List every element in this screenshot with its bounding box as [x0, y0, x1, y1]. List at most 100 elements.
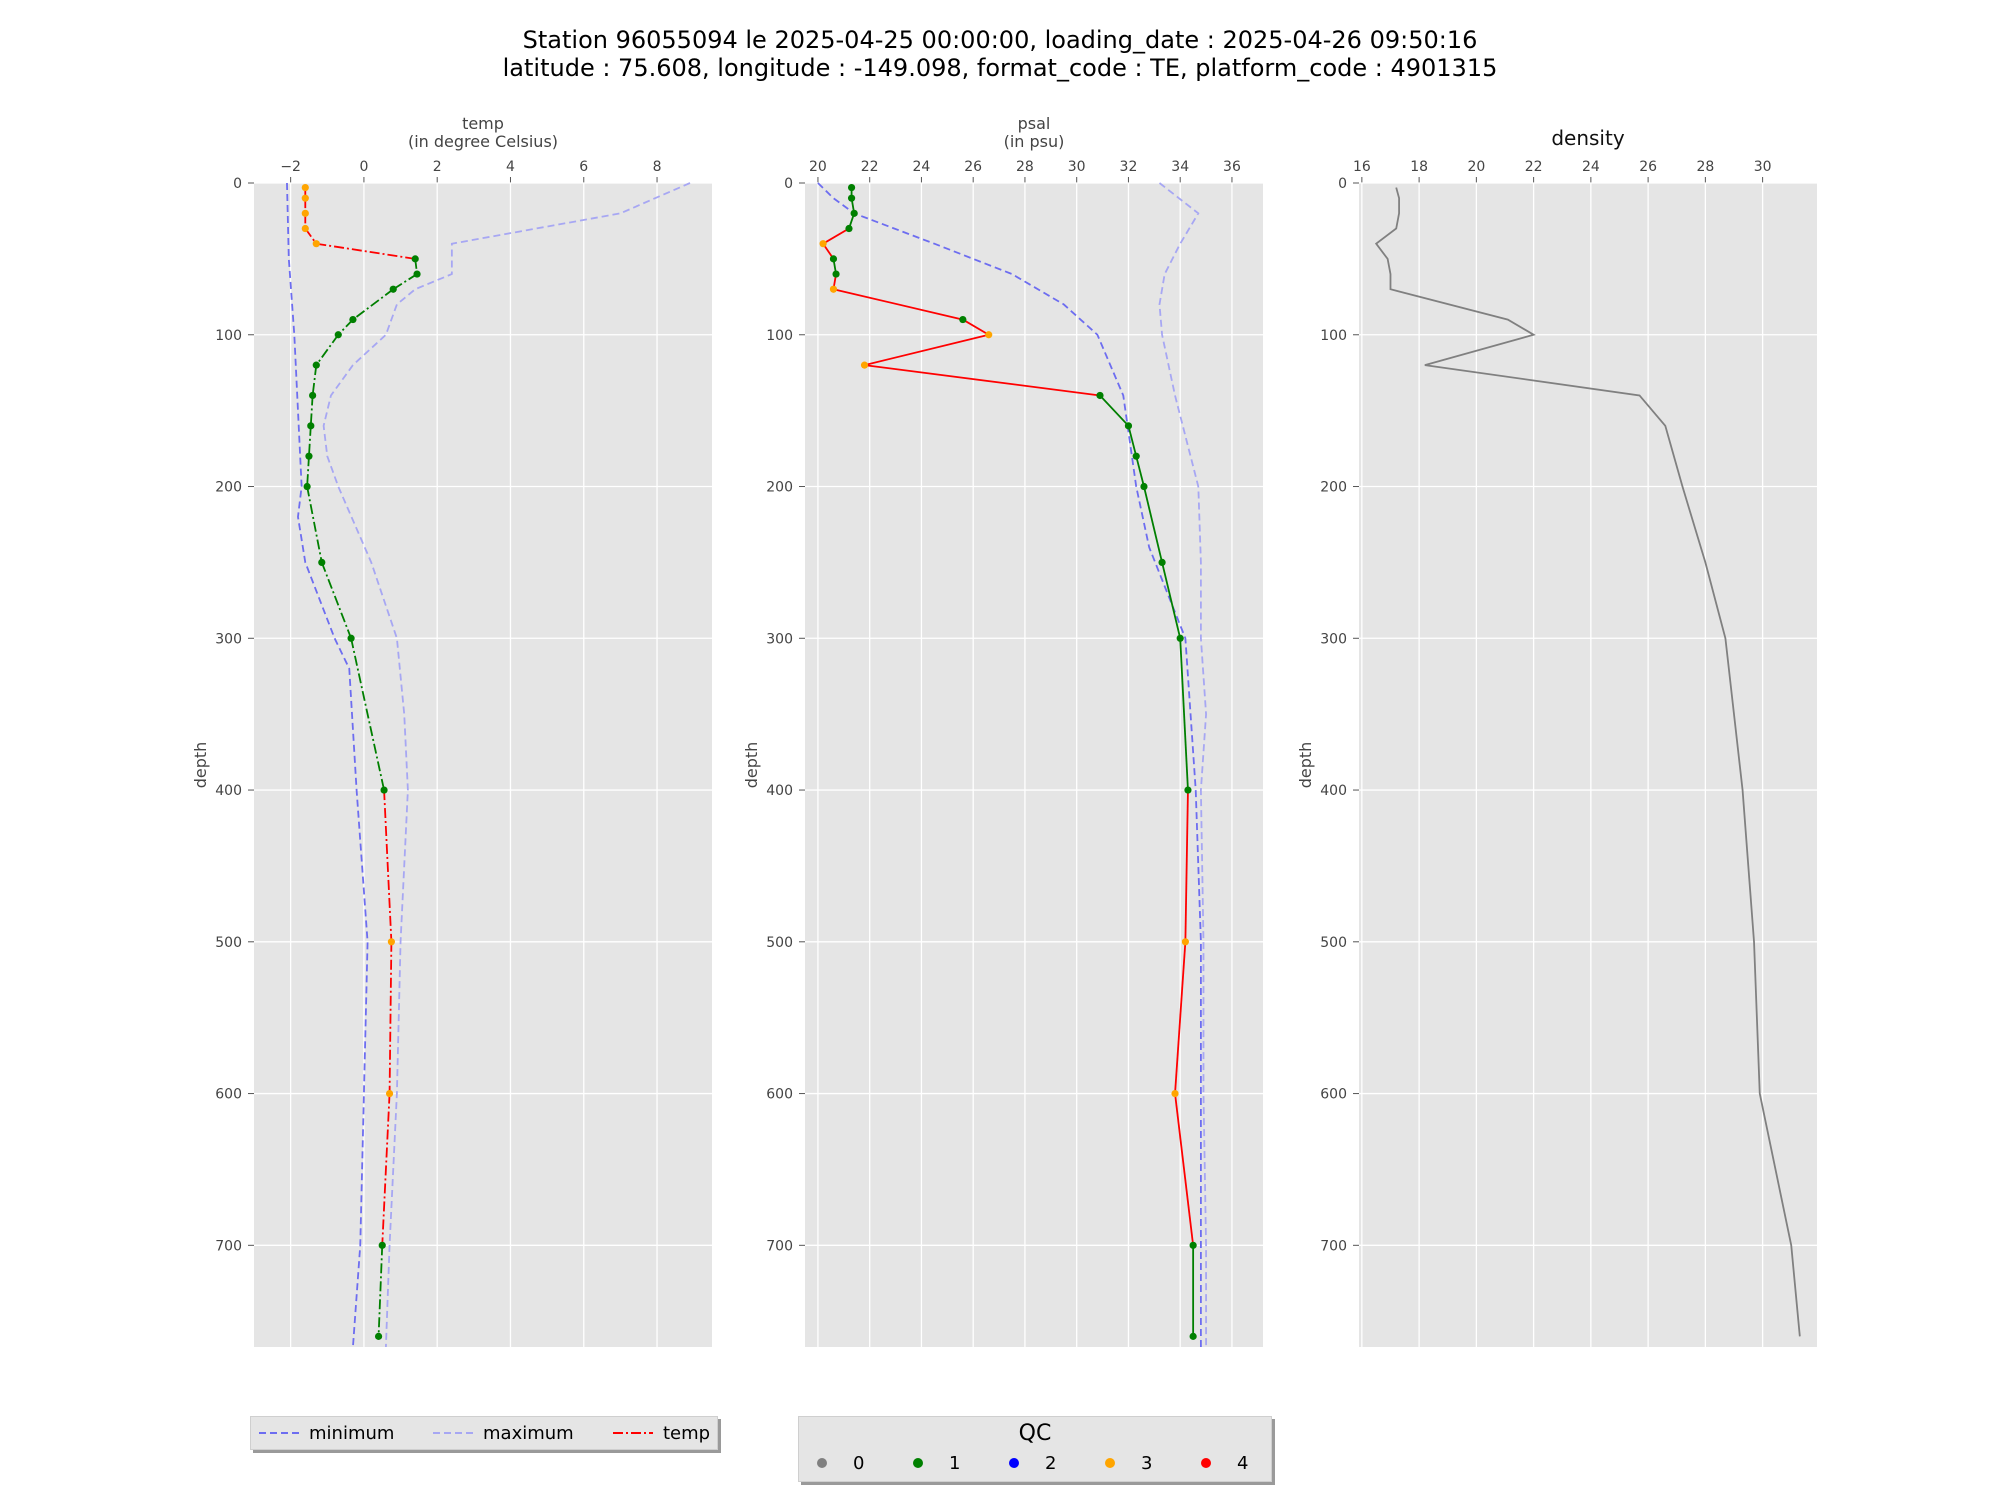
qc-3-label: 3	[1141, 1452, 1153, 1474]
series-segment-temp	[388, 941, 393, 1094]
y-tick-label: 400	[1320, 783, 1347, 799]
series-segment-temp	[306, 486, 323, 563]
series-segment-temp	[350, 638, 385, 791]
data-point-psal	[1140, 482, 1148, 491]
series-segment-temp	[309, 395, 314, 426]
data-point-temp	[389, 285, 397, 293]
qc-2-label: 2	[1045, 1452, 1057, 1474]
series-line-maximum	[1158, 182, 1207, 1347]
data-point-temp	[374, 1332, 383, 1340]
x-tick-label: 22	[1525, 159, 1543, 175]
y-tick-label: 300	[1320, 631, 1347, 647]
qc-legend-title: QC	[1018, 1421, 1052, 1446]
data-point-psal	[847, 194, 856, 202]
x-tick-label: 24	[1582, 159, 1600, 175]
x-axis-unit: (in psu)	[1004, 132, 1065, 151]
x-tick-label: 20	[1467, 159, 1485, 175]
data-point-psal	[845, 224, 853, 233]
plot-area-psal	[805, 183, 1263, 1347]
series-segment-psal	[1161, 562, 1182, 639]
series-segment-psal	[1174, 1093, 1195, 1246]
data-point-temp	[301, 183, 309, 192]
y-axis-label: depth	[1296, 742, 1315, 789]
series-segment-temp	[381, 1093, 391, 1246]
x-tick-label: 22	[861, 159, 879, 175]
data-point-temp	[301, 224, 309, 233]
x-tick-label: 0	[359, 159, 368, 175]
plot-area-density	[1359, 183, 1817, 1347]
x-axis-label: temp	[462, 114, 504, 133]
legend-maximum-line	[433, 1432, 473, 1434]
x-tick-label: 24	[913, 159, 931, 175]
data-point-temp	[301, 209, 309, 217]
y-tick-label: 300	[766, 631, 793, 647]
data-point-temp	[334, 331, 342, 339]
data-point-temp	[305, 452, 313, 460]
qc-0-label: 0	[853, 1452, 865, 1474]
legend-minimum-line	[259, 1432, 299, 1434]
x-tick-label: 4	[506, 159, 515, 175]
y-tick-label: 100	[766, 328, 793, 344]
data-point-temp	[347, 634, 355, 642]
data-point-temp	[385, 1089, 394, 1098]
y-axis-label: depth	[191, 742, 210, 789]
x-tick-label: 6	[579, 159, 588, 175]
figure-title-line-1: Station 96055094 le 2025-04-25 00:00:00,…	[522, 26, 1478, 54]
data-point-psal	[1189, 1332, 1197, 1340]
series-segment-temp	[392, 273, 418, 290]
data-point-temp	[413, 270, 421, 278]
data-point-psal	[1184, 786, 1192, 794]
y-tick-label: 500	[1320, 935, 1347, 951]
series-segment-temp	[377, 1245, 384, 1337]
data-point-psal	[1124, 422, 1133, 430]
series-segment-temp	[308, 425, 312, 457]
x-tick-label: 2	[433, 159, 442, 175]
series-segment-temp	[306, 456, 310, 487]
data-point-psal	[1189, 1241, 1197, 1249]
data-point-psal	[1096, 391, 1104, 400]
x-tick-label: 28	[1696, 159, 1714, 175]
y-tick-label: 100	[215, 328, 242, 344]
series-line-minimum	[817, 182, 1202, 1347]
legend-temp-line	[613, 1432, 653, 1434]
x-tick-label: 30	[1068, 159, 1086, 175]
data-point-psal	[1171, 1089, 1179, 1098]
qc-4-label: 4	[1237, 1452, 1249, 1474]
x-axis-unit: (in degree Celsius)	[408, 132, 558, 151]
x-axis-label: psal	[1018, 114, 1051, 133]
y-tick-label: 600	[766, 1087, 793, 1103]
data-point-temp	[378, 1241, 386, 1249]
series-segment-psal	[1135, 455, 1145, 487]
y-tick-label: 0	[233, 176, 242, 192]
series-segment-psal	[1099, 394, 1130, 427]
series-line-minimum	[286, 182, 369, 1348]
series-segment-psal	[1174, 941, 1187, 1094]
qc-1-label: 1	[949, 1452, 961, 1474]
data-point-psal	[832, 270, 840, 278]
legend-item-maximum: maximum	[431, 1423, 611, 1444]
y-tick-label: 500	[215, 935, 242, 951]
series-segment-psal	[962, 318, 990, 336]
qc-item-3: 3	[1105, 1453, 1201, 1474]
data-point-temp	[312, 361, 320, 369]
y-tick-label: 200	[766, 480, 793, 496]
y-tick-label: 200	[1320, 480, 1347, 496]
qc-item-1: 1	[913, 1453, 1009, 1474]
data-point-temp	[309, 391, 317, 400]
series-segment-psal	[822, 227, 850, 245]
data-point-psal	[850, 209, 858, 217]
y-tick-label: 0	[1338, 176, 1347, 192]
y-tick-label: 0	[784, 176, 793, 192]
series-segment-temp	[311, 365, 318, 396]
series-segment-temp	[320, 562, 352, 639]
x-tick-label: 34	[1171, 159, 1189, 175]
series-segment-temp	[383, 789, 393, 942]
x-tick-label: 8	[653, 159, 662, 175]
data-point-psal	[1181, 938, 1189, 946]
y-tick-label: 300	[215, 631, 242, 647]
legend-item-temp: temp	[611, 1423, 710, 1444]
data-point-temp	[301, 194, 309, 202]
qc-item-2: 2	[1009, 1453, 1105, 1474]
qc-2-marker	[1009, 1458, 1019, 1468]
